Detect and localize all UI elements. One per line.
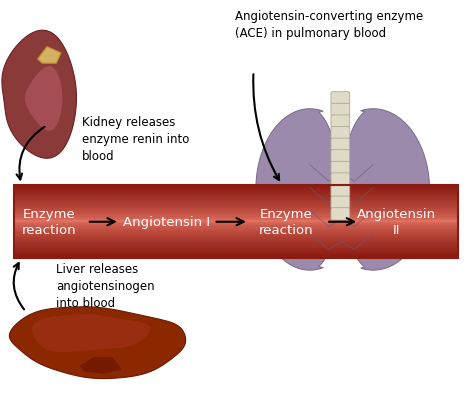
- Bar: [14, 245, 458, 247]
- Polygon shape: [32, 314, 150, 352]
- Bar: [14, 242, 458, 244]
- Bar: [14, 220, 458, 222]
- Polygon shape: [25, 67, 63, 131]
- Bar: [14, 243, 458, 245]
- Polygon shape: [80, 357, 122, 374]
- Polygon shape: [256, 109, 339, 271]
- Bar: [14, 186, 458, 258]
- Text: Angiotensin-converting enzyme
(ACE) in pulmonary blood: Angiotensin-converting enzyme (ACE) in p…: [235, 10, 423, 40]
- Text: Enzyme
reaction: Enzyme reaction: [22, 208, 77, 237]
- Bar: [14, 232, 458, 234]
- Polygon shape: [342, 109, 429, 271]
- Bar: [14, 237, 458, 239]
- Bar: [14, 254, 458, 256]
- Bar: [14, 193, 458, 195]
- Text: Enzyme
reaction: Enzyme reaction: [259, 208, 314, 237]
- Bar: [14, 208, 458, 210]
- Bar: [14, 221, 458, 223]
- Bar: [14, 191, 458, 193]
- Polygon shape: [2, 31, 76, 159]
- Bar: [14, 239, 458, 241]
- Bar: [14, 202, 458, 204]
- Bar: [14, 199, 458, 202]
- FancyBboxPatch shape: [331, 150, 350, 163]
- Bar: [14, 201, 458, 203]
- Bar: [14, 195, 458, 197]
- Bar: [14, 231, 458, 233]
- Bar: [14, 188, 458, 190]
- FancyBboxPatch shape: [331, 185, 350, 197]
- Bar: [14, 218, 458, 220]
- FancyBboxPatch shape: [331, 208, 350, 221]
- Text: Angiotensin
II: Angiotensin II: [357, 208, 436, 237]
- Bar: [14, 223, 458, 225]
- FancyBboxPatch shape: [331, 104, 350, 116]
- FancyBboxPatch shape: [331, 197, 350, 209]
- Bar: [14, 244, 458, 246]
- FancyBboxPatch shape: [331, 162, 350, 174]
- Bar: [14, 216, 458, 218]
- FancyBboxPatch shape: [331, 173, 350, 186]
- Bar: [14, 238, 458, 240]
- Bar: [14, 186, 458, 188]
- Bar: [14, 235, 458, 236]
- Bar: [14, 240, 458, 242]
- Text: Angiotensin I: Angiotensin I: [123, 216, 210, 229]
- Bar: [14, 252, 458, 254]
- Bar: [14, 228, 458, 230]
- Bar: [14, 197, 458, 199]
- Bar: [14, 247, 458, 249]
- Bar: [14, 256, 458, 258]
- Text: Liver releases
angiotensinogen
into blood: Liver releases angiotensinogen into bloo…: [56, 262, 155, 309]
- Bar: [14, 235, 458, 237]
- Bar: [14, 206, 458, 209]
- Bar: [14, 215, 458, 217]
- Bar: [14, 190, 458, 192]
- Bar: [14, 204, 458, 206]
- Bar: [14, 192, 458, 194]
- Bar: [14, 225, 458, 227]
- Bar: [14, 249, 458, 251]
- Bar: [14, 189, 458, 191]
- Bar: [14, 227, 458, 229]
- FancyBboxPatch shape: [331, 93, 350, 105]
- Bar: [14, 222, 458, 224]
- Bar: [14, 198, 458, 200]
- Bar: [14, 230, 458, 232]
- Bar: [14, 213, 458, 215]
- Bar: [14, 211, 458, 214]
- Polygon shape: [9, 307, 186, 379]
- Bar: [14, 214, 458, 216]
- Bar: [14, 255, 458, 257]
- Bar: [14, 196, 458, 198]
- Text: Kidney releases
enzyme renin into
blood: Kidney releases enzyme renin into blood: [82, 116, 190, 163]
- Bar: [14, 248, 458, 250]
- FancyBboxPatch shape: [331, 139, 350, 151]
- Bar: [14, 250, 458, 252]
- Bar: [14, 233, 458, 235]
- Bar: [14, 251, 458, 253]
- Bar: [14, 226, 458, 228]
- FancyBboxPatch shape: [331, 116, 350, 128]
- Bar: [14, 209, 458, 211]
- Bar: [14, 210, 458, 212]
- FancyBboxPatch shape: [331, 127, 350, 140]
- Bar: [14, 185, 458, 187]
- Bar: [14, 219, 458, 221]
- Bar: [14, 206, 458, 207]
- Polygon shape: [37, 47, 61, 64]
- Bar: [14, 203, 458, 205]
